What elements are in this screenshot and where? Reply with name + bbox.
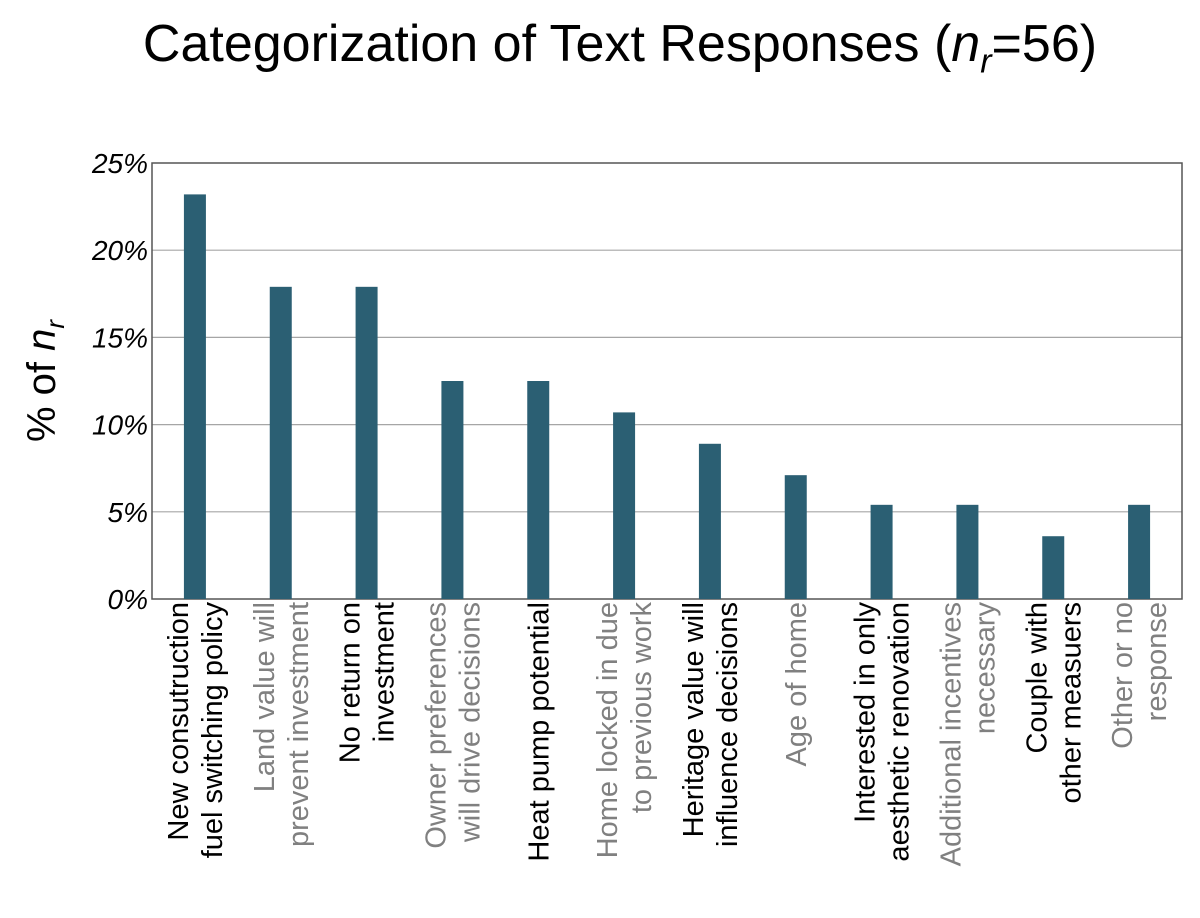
x-tick-label: Heritage value willinfluence decisions (678, 602, 744, 847)
x-tick-label-line: Home locked in due (592, 602, 624, 858)
x-tick-label-line: New consutruction (163, 602, 195, 841)
x-tick-label: Additional incentivesnecessary (935, 602, 1001, 867)
x-tick-label: Land value willprevent investment (249, 602, 315, 847)
x-tick-label-line: necessary (969, 602, 1001, 735)
bars (183, 194, 1151, 599)
bar (355, 286, 378, 599)
bar (527, 381, 550, 599)
x-tick-label-line: Other or no (1107, 602, 1139, 749)
x-tick-label-line: Couple with (1021, 602, 1053, 754)
y-tick-label: 15% (92, 322, 148, 353)
y-tick-label: 10% (92, 410, 148, 441)
y-tick-label: 25% (91, 148, 148, 179)
x-tick-label-line: Land value will (249, 602, 281, 792)
bar (698, 443, 721, 599)
plot-frame (151, 162, 1183, 600)
y-axis-label-sub: r (40, 319, 70, 329)
chart-title-var: n (951, 15, 981, 73)
x-tick-label: Owner preferenceswill drive decisions (420, 602, 486, 849)
bar (956, 504, 979, 599)
bar (441, 381, 464, 599)
x-tick-label-line: prevent investment (283, 602, 315, 847)
x-tick-label-line: Heat pump potential (523, 602, 555, 862)
y-axis-label: % of nr (20, 319, 70, 442)
gridlines (152, 249, 1182, 513)
x-tick-label-line: Owner preferences (420, 602, 452, 849)
x-tick-label-line: aesthetic renovation (884, 602, 916, 862)
chart-title-sub: r (980, 42, 992, 81)
y-tick-labels: 0% 5% 10% 15% 20% 25% (91, 148, 148, 615)
bar (613, 412, 636, 599)
x-tick-label: No return oninvestment (335, 602, 401, 763)
x-tick-label-line: Age of home (781, 602, 813, 766)
x-tick-label-line: No return on (335, 602, 367, 763)
y-axis-label-prefix: % of (20, 351, 64, 442)
x-tick-label: New consutructionfuel switching policy (163, 602, 229, 859)
y-axis-label-var: n (20, 329, 64, 351)
x-tick-label: Home locked in dueto previous work (592, 602, 658, 859)
y-tick-label: 5% (108, 497, 148, 528)
x-tick-label: Heat pump potential (523, 602, 555, 862)
x-tick-label-line: to previous work (626, 602, 658, 814)
x-tick-label-line: influence decisions (712, 602, 744, 847)
x-tick-label-line: response (1141, 602, 1173, 721)
chart-title-prefix: Categorization of Text Responses ( (142, 15, 952, 73)
chart-title: Categorization of Text Responses (nr=56) (0, 14, 1200, 81)
x-tick-label: Other or noresponse (1107, 602, 1173, 749)
bar (870, 504, 893, 599)
x-tick-label: Interested in onlyaesthetic renovation (850, 602, 916, 862)
x-tick-label: Couple withother measuers (1021, 602, 1087, 804)
x-tick-label-line: investment (369, 602, 401, 742)
bar (183, 194, 206, 599)
x-tick-label-line: Interested in only (850, 602, 882, 823)
bar (269, 286, 292, 599)
x-tick-labels: New consutructionfuel switching policy La… (163, 602, 1173, 867)
x-tick-label-line: Heritage value will (678, 602, 710, 837)
x-tick-label-line: fuel switching policy (197, 602, 229, 859)
bar (1128, 504, 1151, 599)
y-tick-label: 20% (91, 235, 148, 266)
x-tick-label-line: will drive decisions (454, 602, 486, 843)
x-tick-label-line: other measuers (1055, 602, 1087, 804)
bar (1042, 536, 1065, 599)
x-tick-label: Age of home (781, 602, 813, 766)
chart-title-suffix: =56) (991, 15, 1098, 73)
y-tick-label: 0% (108, 584, 148, 615)
bar (784, 475, 807, 599)
x-tick-label-line: Additional incentives (935, 602, 967, 866)
